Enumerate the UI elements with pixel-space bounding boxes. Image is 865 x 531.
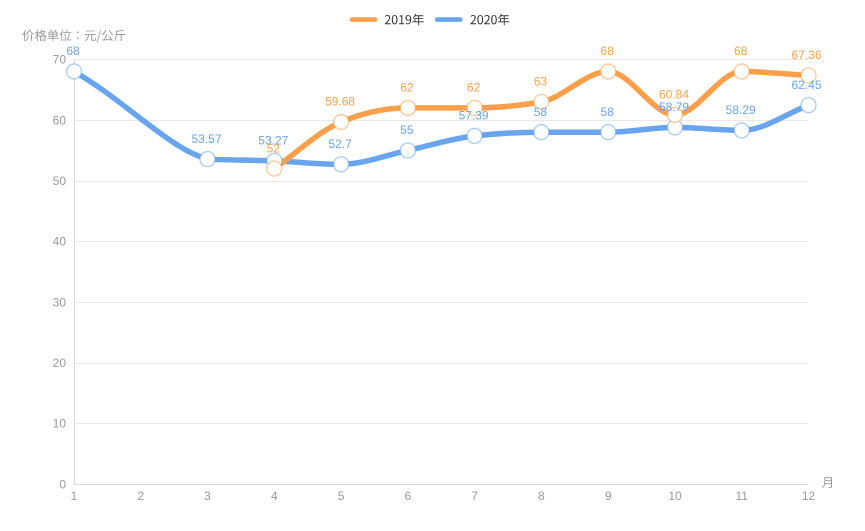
svg-text:0: 0 <box>59 477 66 491</box>
svg-text:53.57: 53.57 <box>191 132 221 146</box>
svg-text:8: 8 <box>538 489 545 503</box>
svg-text:1: 1 <box>71 489 78 503</box>
svg-text:63: 63 <box>534 75 548 89</box>
svg-text:7: 7 <box>471 489 478 503</box>
svg-text:52: 52 <box>267 141 281 155</box>
svg-text:11: 11 <box>735 489 748 503</box>
svg-text:68: 68 <box>734 44 748 58</box>
svg-text:53.27: 53.27 <box>258 134 288 148</box>
svg-text:60.84: 60.84 <box>659 88 689 102</box>
svg-text:68: 68 <box>601 44 615 58</box>
svg-text:10: 10 <box>53 417 67 431</box>
svg-text:68: 68 <box>66 44 80 58</box>
svg-text:2: 2 <box>137 489 144 503</box>
svg-text:9: 9 <box>605 489 612 503</box>
svg-text:12: 12 <box>802 489 816 503</box>
svg-text:5: 5 <box>338 489 345 503</box>
svg-text:52.7: 52.7 <box>328 137 352 151</box>
svg-text:58.29: 58.29 <box>726 103 756 117</box>
svg-text:58: 58 <box>534 105 548 119</box>
svg-text:55: 55 <box>400 123 414 137</box>
svg-text:58.79: 58.79 <box>659 100 689 114</box>
svg-text:50: 50 <box>53 174 67 188</box>
svg-text:20: 20 <box>53 356 67 370</box>
svg-text:4: 4 <box>271 489 278 503</box>
svg-text:40: 40 <box>53 235 67 249</box>
svg-text:57.39: 57.39 <box>459 109 489 123</box>
svg-text:30: 30 <box>53 295 67 309</box>
svg-text:70: 70 <box>53 53 67 67</box>
svg-text:67.36: 67.36 <box>791 48 821 62</box>
svg-text:62: 62 <box>467 81 481 95</box>
svg-text:58: 58 <box>601 105 615 119</box>
svg-text:60: 60 <box>53 113 67 127</box>
svg-text:3: 3 <box>204 489 211 503</box>
svg-text:10: 10 <box>668 489 682 503</box>
svg-text:59.68: 59.68 <box>325 95 355 109</box>
svg-text:62.45: 62.45 <box>791 78 821 92</box>
svg-text:62: 62 <box>400 81 414 95</box>
svg-text:6: 6 <box>405 489 412 503</box>
